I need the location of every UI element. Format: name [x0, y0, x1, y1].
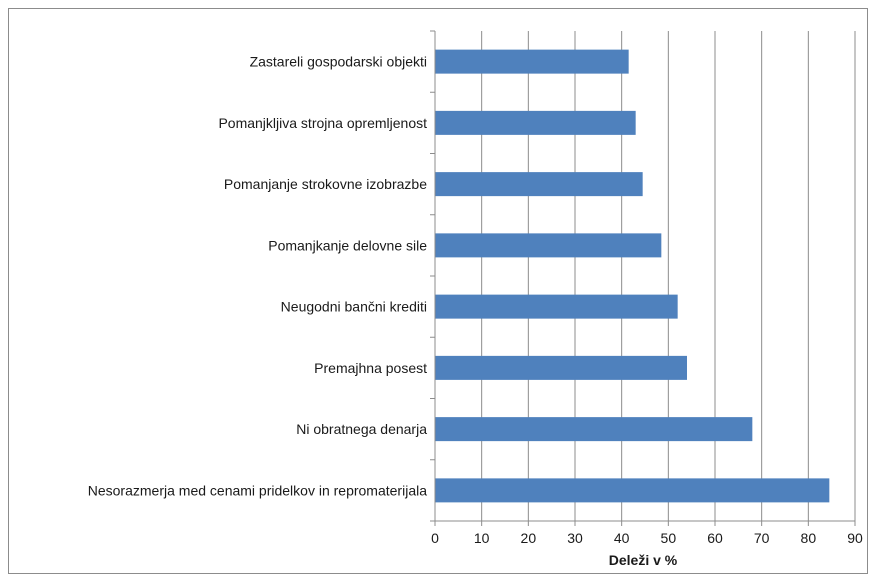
category-label: Pomanjkanje delovne sile	[268, 237, 427, 253]
category-label: Premajhna posest	[314, 360, 427, 376]
x-tick-label: 20	[521, 530, 537, 546]
x-tick-label: 40	[614, 530, 630, 546]
bar	[435, 233, 662, 258]
x-tick-label: 50	[661, 530, 677, 546]
x-tick-label: 0	[431, 530, 439, 546]
category-label: Pomanjkljiva strojna opremljenost	[218, 115, 427, 131]
x-tick-label: 70	[754, 530, 770, 546]
axes	[430, 30, 856, 526]
bar	[435, 294, 678, 319]
x-tick-label: 10	[474, 530, 490, 546]
bar	[435, 110, 636, 135]
category-label: Ni obratnega denarja	[296, 421, 427, 437]
category-label: Pomanjanje strokovne izobrazbe	[224, 176, 427, 192]
x-tick-label: 60	[707, 530, 723, 546]
category-labels: Zastareli gospodarski objekti Pomanjkljiv…	[88, 54, 427, 499]
bars	[435, 49, 830, 503]
bar	[435, 417, 753, 442]
bar	[435, 355, 687, 380]
bar-chart: Zastareli gospodarski objekti Pomanjkljiv…	[88, 30, 863, 568]
x-tick-label: 30	[567, 530, 583, 546]
bar	[435, 49, 629, 74]
category-label: Neugodni bančni krediti	[281, 299, 427, 315]
category-label: Zastareli gospodarski objekti	[250, 54, 427, 70]
gridlines	[481, 31, 856, 521]
tick-labels: 0 10 20 30 40 50 60 70 80 90	[431, 530, 863, 546]
chart-frame: Zastareli gospodarski objekti Pomanjkljiv…	[8, 8, 868, 574]
x-tick-label: 80	[801, 530, 817, 546]
bar	[435, 478, 830, 503]
x-axis-title: Deleži v %	[609, 552, 678, 568]
category-label: Nesorazmerja med cenami pridelkov in rep…	[88, 482, 427, 498]
bar	[435, 172, 643, 197]
x-tick-label: 90	[847, 530, 863, 546]
